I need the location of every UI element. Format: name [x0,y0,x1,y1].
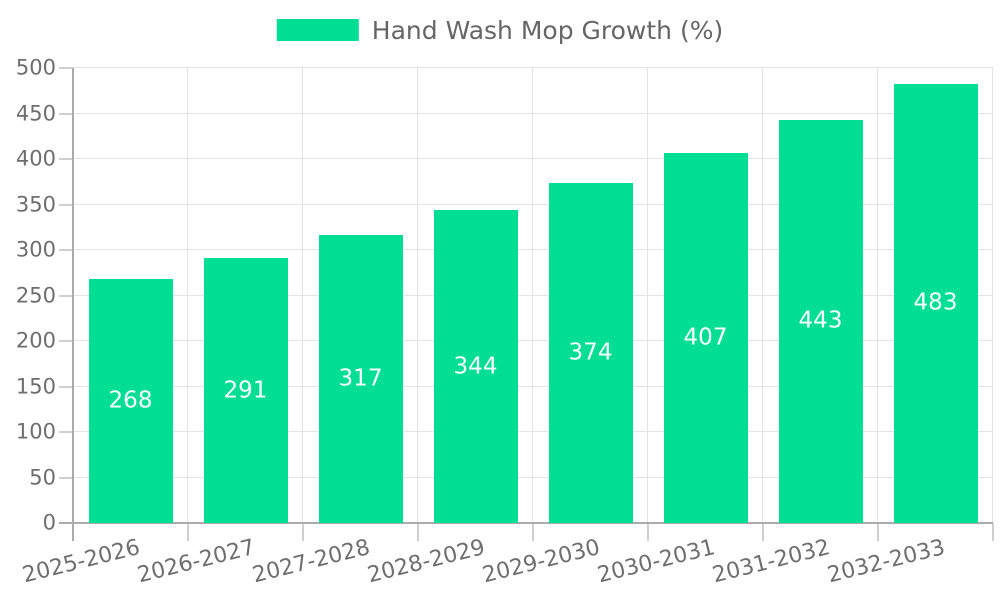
x-tick-mark [877,523,879,541]
bar-2031-2032[interactable] [778,119,863,523]
x-tick-mark [187,523,189,541]
y-tick-label: 250 [15,283,56,308]
y-gridline [73,67,993,68]
y-tick-label: 350 [15,192,56,217]
y-tick-mark [59,158,73,160]
y-tick-mark [59,249,73,251]
y-tick-label: 450 [15,101,56,126]
y-gridline [73,340,993,341]
x-gridline [532,68,533,523]
y-tick-mark [59,477,73,479]
bar-2025-2026[interactable] [88,279,173,523]
x-tick-mark [992,523,994,541]
y-tick-mark [59,386,73,388]
y-tick-mark [59,204,73,206]
x-tick-mark [647,523,649,541]
x-gridline [762,68,763,523]
x-tick-label: 2027-2028 [249,535,373,589]
bar-2028-2029[interactable] [433,210,518,523]
y-gridline [73,249,993,250]
y-axis-line [72,68,74,541]
x-gridline [187,68,188,523]
y-tick-label: 200 [15,328,56,353]
x-tick-mark [762,523,764,541]
x-gridline [302,68,303,523]
bar-2030-2031[interactable] [663,152,748,523]
legend-label: Hand Wash Mop Growth (%) [371,15,724,45]
y-tick-label: 50 [29,465,56,490]
x-tick-label: 2028-2029 [364,535,488,589]
y-tick-mark [59,431,73,433]
x-gridline [992,68,993,523]
y-tick-label: 150 [15,374,56,399]
x-tick-mark [417,523,419,541]
x-tick-label: 2025-2026 [19,535,143,589]
x-tick-label: 2030-2031 [594,535,718,589]
y-tick-label: 500 [15,55,56,80]
y-gridline [73,431,993,432]
x-axis-line [59,522,993,524]
x-gridline [877,68,878,523]
y-gridline [73,158,993,159]
x-tick-mark [532,523,534,541]
bar-2027-2028[interactable] [318,234,403,523]
y-tick-label: 300 [15,237,56,262]
legend[interactable]: Hand Wash Mop Growth (%) [276,8,724,52]
x-tick-label: 2031-2032 [709,535,833,589]
bar-2032-2033[interactable] [893,83,978,523]
x-gridline [417,68,418,523]
y-tick-mark [59,113,73,115]
bar-2029-2030[interactable] [548,182,633,523]
x-tick-label: 2032-2033 [824,535,948,589]
y-tick-label: 0 [42,510,56,535]
legend-swatch-icon [276,19,359,41]
x-tick-label: 2026-2027 [134,535,258,589]
y-gridline [73,386,993,387]
y-tick-mark [59,295,73,297]
y-tick-mark [59,67,73,69]
y-gridline [73,204,993,205]
x-tick-mark [302,523,304,541]
x-tick-label: 2029-2030 [479,535,603,589]
y-gridline [73,295,993,296]
y-tick-label: 400 [15,146,56,171]
y-gridline [73,113,993,114]
x-gridline [647,68,648,523]
y-gridline [73,477,993,478]
y-tick-label: 100 [15,419,56,444]
y-tick-mark [59,340,73,342]
bar-2026-2027[interactable] [203,258,288,523]
